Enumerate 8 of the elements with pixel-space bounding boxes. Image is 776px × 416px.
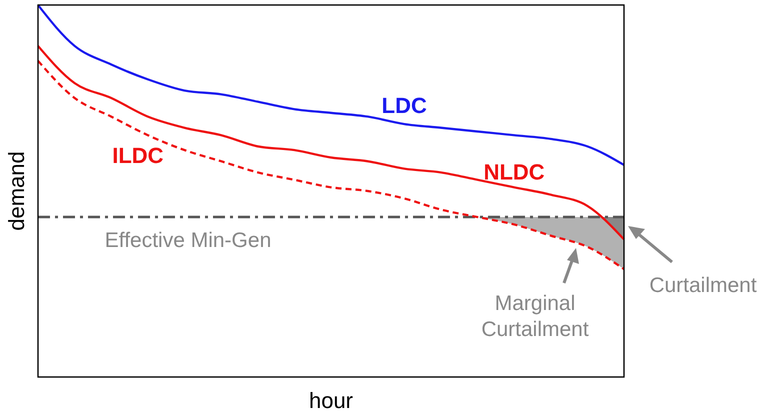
x-axis-title: hour bbox=[308, 388, 354, 413]
annotation: Marginal Curtailment bbox=[481, 292, 589, 341]
series-label: ILDC bbox=[112, 143, 164, 168]
ref-line-label: Effective Min-Gen bbox=[104, 229, 272, 252]
text: Curtailment bbox=[649, 274, 757, 297]
series-label: LDC bbox=[382, 93, 427, 118]
y-axis-title: demand bbox=[4, 151, 29, 231]
series-label: NLDC bbox=[484, 159, 545, 184]
